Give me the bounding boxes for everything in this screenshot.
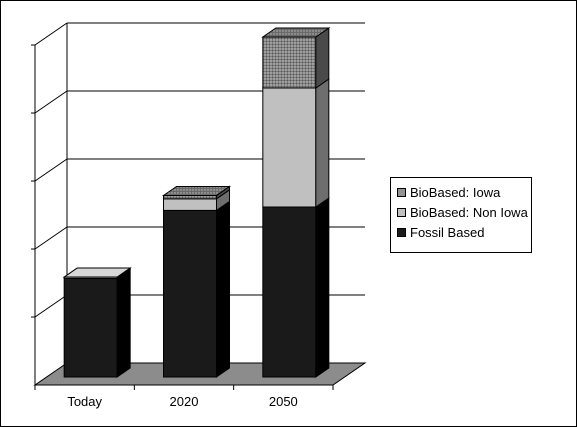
legend: BioBased: Iowa BioBased: Non Iowa Fossil… (390, 177, 532, 253)
bar-today-fossil-based-side (116, 268, 131, 378)
legend-label-non-iowa: BioBased: Non Iowa (410, 205, 528, 220)
legend-entry-fossil: Fossil Based (391, 223, 531, 243)
bar-2050-fossil-based-front (262, 206, 317, 378)
x-tick-label-2020: 2020 (170, 394, 199, 409)
bar-2050-biobased-iowa-side (315, 27, 330, 89)
gridline-side (34, 294, 68, 318)
bar-2020-top (161, 185, 232, 196)
chart-walls (34, 23, 68, 385)
bar-2020-fossil-based-side (216, 200, 230, 378)
x-tick-label-today: Today (67, 394, 102, 409)
x-axis (34, 384, 334, 390)
legend-swatch-non-iowa (397, 208, 406, 217)
x-tick-labels: Today 2020 2050 (67, 394, 297, 409)
legend-entry-non-iowa: BioBased: Non Iowa (391, 203, 531, 223)
bar-2050-fossil-based-side (315, 197, 330, 378)
gridline-side (34, 158, 68, 182)
bar-2050-biobased-non-iowa-front (262, 87, 317, 208)
legend-swatch-fossil (397, 228, 406, 237)
legend-entry-iowa: BioBased: Iowa (391, 183, 531, 203)
gridline-side (34, 90, 68, 114)
gridline-side (34, 22, 68, 46)
gridline-side (34, 226, 68, 250)
bar-2050-biobased-iowa-front (262, 36, 317, 89)
legend-label-iowa: BioBased: Iowa (410, 185, 501, 200)
legend-swatch-iowa (397, 188, 406, 197)
bar-2050-top (261, 27, 331, 38)
bar-2020-biobased-iowa-front (163, 194, 217, 200)
bar-2020-fossil-based-front (163, 209, 217, 378)
bar-2020-biobased-non-iowa-front (163, 198, 217, 211)
bars (62, 27, 331, 378)
bar-today-top (62, 267, 132, 278)
legend-label-fossil: Fossil Based (410, 225, 485, 240)
bar-today-fossil-based-front (63, 277, 118, 378)
x-tick-label-2050: 2050 (269, 394, 298, 409)
bar-2050-biobased-non-iowa-side (315, 78, 330, 208)
